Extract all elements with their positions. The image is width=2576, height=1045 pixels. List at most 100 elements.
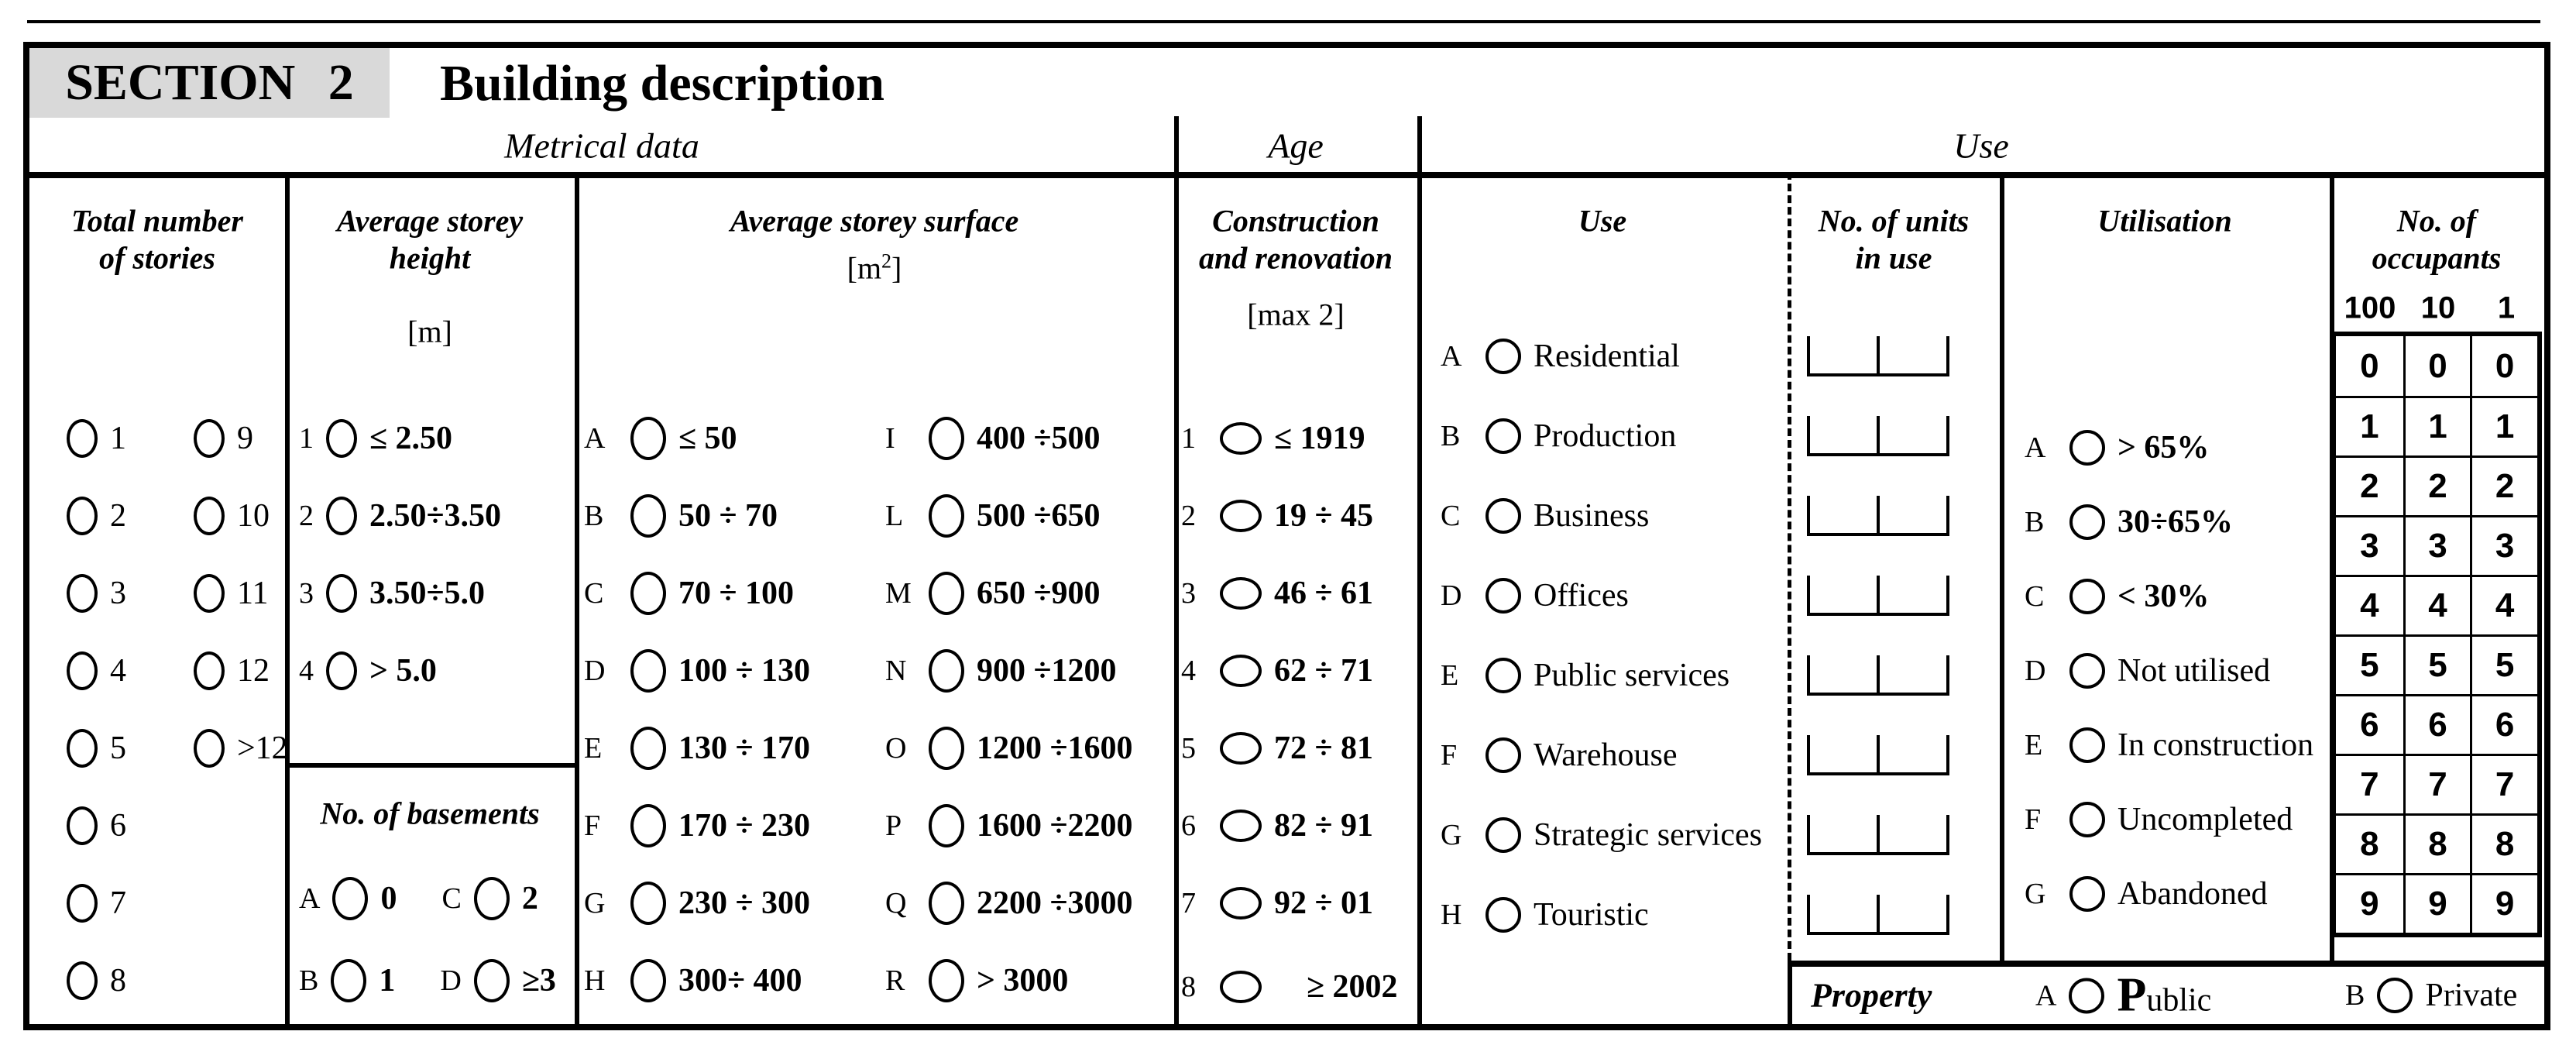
occupants-digit-cell[interactable]: 3 [2403,515,2471,575]
units-in-use-cell-G[interactable] [1807,815,1949,855]
units-in-use-cell-H[interactable] [1807,895,1949,935]
occupants-digit-cell[interactable]: 0 [2360,346,2379,385]
radio-stories-9[interactable] [194,419,225,458]
units-in-use-cell-F[interactable] [1807,735,1949,775]
radio-stories-1[interactable] [67,419,98,458]
radio-surface-I[interactable] [929,417,964,460]
radio-property-private[interactable] [2377,978,2413,1013]
radio-surface-B[interactable] [630,494,666,538]
radio-stories-6[interactable] [67,806,98,845]
radio-surface-G[interactable] [630,882,666,925]
radio-use-C[interactable] [1485,498,1521,534]
radio-height-2[interactable] [326,497,357,535]
occupants-digit-cell[interactable]: 7 [2336,754,2403,813]
radio-basements-B[interactable] [331,959,367,1002]
radio-basements-D[interactable] [473,959,510,1002]
radio-stories-4[interactable] [67,651,98,690]
occupants-digit-cell[interactable]: 0 [2403,336,2471,396]
radio-age-1[interactable] [1220,422,1262,455]
radio-height-1[interactable] [326,419,357,458]
occupants-digit-cell[interactable]: 0 [2470,336,2537,396]
occupants-digit-cell[interactable]: 1 [2336,396,2403,455]
radio-stories-gt12[interactable] [194,729,225,768]
occupants-digit-cell[interactable]: 8 [2403,813,2471,873]
units-in-use-cell-D[interactable] [1807,576,1949,616]
occupants-digit-cell[interactable]: 2 [2403,455,2471,515]
radio-surface-O[interactable] [929,727,964,770]
occupants-digit-cell[interactable]: 8 [2336,813,2403,873]
occupants-digit-cell[interactable]: 4 [2336,575,2403,634]
occupants-digit-cell[interactable]: 2 [2470,455,2537,515]
occupants-digit-cell[interactable]: 6 [2403,694,2471,754]
occupants-digit-cell[interactable]: 9 [2470,873,2537,933]
occupants-digit-cell[interactable]: 6 [2336,694,2403,754]
radio-use-D[interactable] [1485,578,1521,614]
radio-surface-A[interactable] [630,417,666,460]
radio-use-F[interactable] [1485,737,1521,773]
units-in-use-cell-B[interactable] [1807,416,1949,456]
radio-utilisation-E[interactable] [2069,727,2105,763]
radio-basements-C[interactable] [473,877,510,920]
radio-height-4[interactable] [326,651,357,690]
occupants-digit-cell[interactable]: 7 [2403,754,2471,813]
radio-use-E[interactable] [1485,658,1521,693]
radio-utilisation-D[interactable] [2069,653,2105,689]
radio-utilisation-A[interactable] [2069,430,2105,466]
occupants-digit-cell[interactable]: 8 [2470,813,2537,873]
radio-surface-P[interactable] [929,804,964,847]
radio-basements-A[interactable] [332,877,369,920]
occupants-digit-cell[interactable]: 5 [2403,634,2471,694]
radio-utilisation-G[interactable] [2069,876,2105,912]
units-in-use-cell-A[interactable] [1807,336,1949,376]
occupants-digit-cell[interactable]: 5 [2336,634,2403,694]
radio-surface-N[interactable] [929,649,964,693]
occupants-digit-cell[interactable]: 6 [2470,694,2537,754]
radio-stories-10[interactable] [194,497,225,535]
radio-stories-3[interactable] [67,574,98,613]
radio-surface-H[interactable] [630,959,666,1002]
radio-stories-11[interactable] [194,574,225,613]
occupants-digit-cell[interactable]: 3 [2470,515,2537,575]
radio-property-public[interactable] [2069,978,2105,1013]
occupants-digit-cell[interactable]: 5 [2470,634,2537,694]
radio-use-H[interactable] [1485,897,1521,933]
radio-age-3[interactable] [1220,577,1262,610]
radio-age-7[interactable] [1220,887,1262,920]
radio-age-6[interactable] [1220,810,1262,842]
radio-age-8[interactable] [1220,971,1262,1003]
occupants-digit-cell[interactable]: 9 [2403,873,2471,933]
radio-height-3[interactable] [326,574,357,613]
units-in-use-cell-E[interactable] [1807,655,1949,696]
occupants-digit-cell[interactable]: 4 [2470,575,2537,634]
units-in-use-cell-C[interactable] [1807,496,1949,536]
radio-stories-8[interactable] [67,961,98,1000]
occupants-digit-cell[interactable]: 3 [2336,515,2403,575]
radio-use-A[interactable] [1485,339,1521,374]
radio-age-2[interactable] [1220,500,1262,532]
radio-age-5[interactable] [1220,732,1262,765]
radio-surface-R[interactable] [929,959,964,1002]
radio-surface-Q[interactable] [929,882,964,925]
radio-stories-12[interactable] [194,651,225,690]
occupants-digit-cell[interactable]: 4 [2403,575,2471,634]
radio-surface-C[interactable] [630,572,666,615]
radio-use-G[interactable] [1485,817,1521,853]
radio-surface-E[interactable] [630,727,666,770]
radio-surface-F[interactable] [630,804,666,847]
radio-utilisation-F[interactable] [2069,802,2105,837]
radio-age-4[interactable] [1220,655,1262,687]
radio-stories-5[interactable] [67,729,98,768]
radio-use-B[interactable] [1485,418,1521,454]
radio-surface-M[interactable] [929,572,964,615]
radio-surface-D[interactable] [630,649,666,693]
radio-stories-7[interactable] [67,884,98,923]
occupants-digit-cell[interactable]: 1 [2403,396,2471,455]
occupants-digit-cell[interactable]: 9 [2336,873,2403,933]
radio-surface-L[interactable] [929,494,964,538]
occupants-digit-cell[interactable]: 7 [2470,754,2537,813]
radio-utilisation-B[interactable] [2069,504,2105,540]
radio-stories-2[interactable] [67,497,98,535]
radio-utilisation-C[interactable] [2069,579,2105,614]
occupants-digit-cell[interactable]: 1 [2470,396,2537,455]
occupants-digit-cell[interactable]: 2 [2336,455,2403,515]
